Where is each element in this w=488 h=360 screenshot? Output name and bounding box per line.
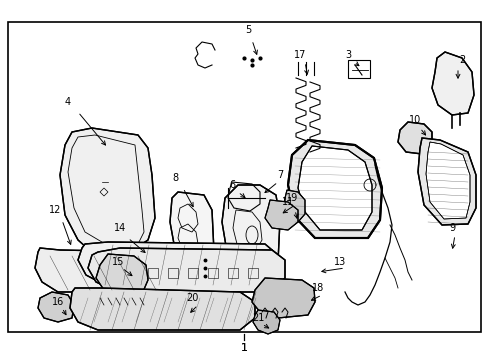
Text: 14: 14 xyxy=(114,223,126,233)
Bar xyxy=(168,268,178,278)
Text: 13: 13 xyxy=(333,257,346,267)
Polygon shape xyxy=(397,122,431,154)
Text: 21: 21 xyxy=(251,313,264,323)
Text: 5: 5 xyxy=(244,25,251,35)
Text: 6: 6 xyxy=(228,180,235,190)
Polygon shape xyxy=(252,310,280,334)
Bar xyxy=(148,268,158,278)
Polygon shape xyxy=(222,185,280,278)
Polygon shape xyxy=(170,192,214,272)
Text: 18: 18 xyxy=(311,283,324,293)
Text: 1: 1 xyxy=(240,343,247,353)
Text: 3: 3 xyxy=(344,50,350,60)
Bar xyxy=(247,268,258,278)
Polygon shape xyxy=(283,190,305,222)
Polygon shape xyxy=(417,138,475,225)
Polygon shape xyxy=(96,254,148,298)
Text: 10: 10 xyxy=(408,115,420,125)
Polygon shape xyxy=(60,128,155,255)
Text: 1: 1 xyxy=(240,343,247,353)
Polygon shape xyxy=(38,292,74,322)
Polygon shape xyxy=(287,140,381,238)
Polygon shape xyxy=(70,288,254,330)
Text: 19: 19 xyxy=(285,193,298,203)
Text: 17: 17 xyxy=(293,50,305,60)
Bar xyxy=(227,268,238,278)
Polygon shape xyxy=(431,52,473,115)
Polygon shape xyxy=(297,146,371,230)
Bar xyxy=(347,60,369,78)
Bar xyxy=(8,22,480,332)
Text: 12: 12 xyxy=(49,205,61,215)
Bar xyxy=(108,268,118,278)
Text: 9: 9 xyxy=(448,223,454,233)
Text: 4: 4 xyxy=(65,97,71,107)
Bar xyxy=(207,268,218,278)
Polygon shape xyxy=(251,278,314,318)
Bar xyxy=(187,268,198,278)
Polygon shape xyxy=(35,248,168,292)
Text: 20: 20 xyxy=(185,293,198,303)
Text: 2: 2 xyxy=(458,55,464,65)
Polygon shape xyxy=(88,248,285,292)
Text: 11: 11 xyxy=(281,197,293,207)
Text: 8: 8 xyxy=(172,173,178,183)
Polygon shape xyxy=(264,200,297,230)
Text: 7: 7 xyxy=(276,170,283,180)
Text: 15: 15 xyxy=(112,257,124,267)
Polygon shape xyxy=(425,142,469,219)
Bar xyxy=(128,268,138,278)
Polygon shape xyxy=(78,242,278,285)
Text: 16: 16 xyxy=(52,297,64,307)
